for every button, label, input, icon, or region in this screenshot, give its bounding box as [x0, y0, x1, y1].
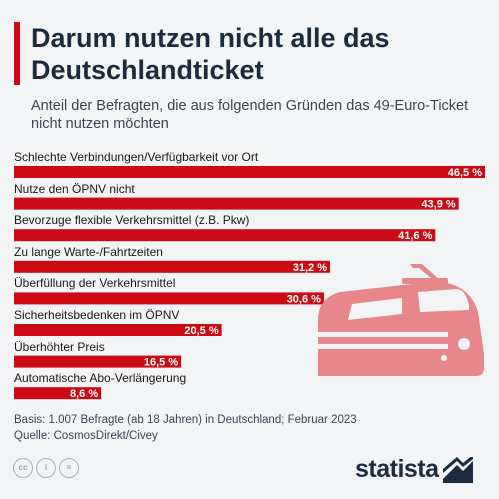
bar-label: Automatische Abo-Verlängerung	[14, 371, 187, 386]
footnote-source: Quelle: CosmosDirekt/Civey	[14, 430, 158, 442]
bar-chart: 46,5 % 43,9 % 41,6 % 31,2 % 30,6 % 20,5 % 16,5…	[14, 150, 485, 400]
bar-label: Bevorzuge flexible Verkehrsmittel (z.B. …	[14, 213, 250, 228]
statista-logo-icon	[442, 456, 473, 483]
bar-value-label: 20,5 %	[184, 325, 218, 337]
statista-logo[interactable]: statista	[355, 455, 473, 484]
bar-label: Nutze den ÖPNV nicht	[14, 181, 135, 196]
bar-label: Überfüllung der Verkehrsmittel	[14, 276, 176, 291]
equals-icon[interactable]: =	[59, 458, 79, 478]
bar-value-label: 41,6 %	[398, 230, 432, 242]
bar	[14, 229, 436, 242]
chart-subtitle: Anteil der Befragten, die aus folgenden …	[31, 98, 469, 132]
bar	[14, 292, 324, 305]
train-icon	[318, 264, 484, 376]
bar-label: Sicherheitsbedenken im ÖPNV	[14, 308, 180, 322]
logo-text: statista	[355, 455, 439, 483]
bar-value-label: 8,6 %	[70, 388, 98, 400]
bars-svg: 46,5 % 43,9 % 41,6 % 31,2 % 30,6 % 20,5 % 16,5…	[14, 166, 485, 400]
info-icon[interactable]: i	[36, 458, 56, 478]
bar-label: Schlechte Verbindungen/Verfügbarkeit vor…	[14, 150, 259, 164]
license-icons: cc i =	[13, 458, 79, 478]
bar-label: Zu lange Warte-/Fahrtzeiten	[14, 244, 163, 259]
bar-value-label: 46,5 %	[448, 167, 482, 179]
title-accent-bar	[14, 22, 20, 85]
bar-value-label: 16,5 %	[144, 357, 178, 369]
bar-value-label: 30,6 %	[287, 293, 321, 305]
bar-value-label: 31,2 %	[293, 262, 327, 274]
bar	[14, 355, 182, 368]
bar-label: Überhöhter Preis	[14, 339, 105, 354]
bar	[14, 197, 459, 210]
chart-title: Darum nutzen nicht alle das Deutschlandt…	[31, 23, 390, 85]
bar	[14, 324, 222, 336]
bar	[14, 260, 331, 273]
footnote-basis: Basis: 1.007 Befragte (ab 18 Jahren) in …	[14, 414, 357, 426]
cc-icon[interactable]: cc	[13, 458, 33, 478]
bar-value-label: 43,9 %	[421, 199, 455, 211]
bar	[14, 387, 102, 400]
bar	[14, 166, 485, 178]
